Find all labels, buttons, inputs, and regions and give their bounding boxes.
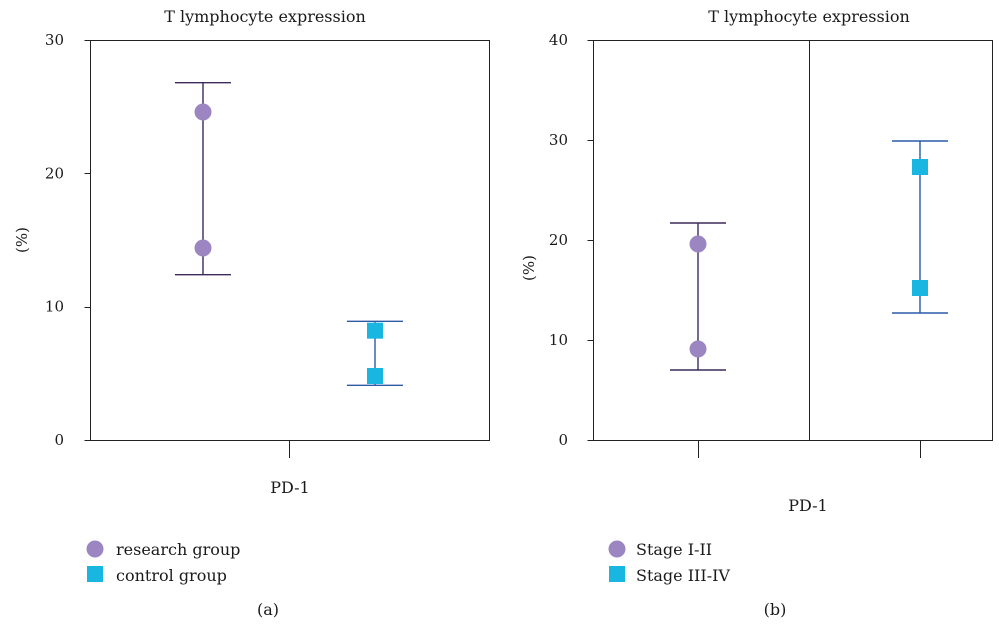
x-axis-label-a: PD-1: [270, 478, 309, 497]
point-research-group-0: [194, 103, 212, 121]
y-tick-label-b-40: 40: [549, 31, 568, 49]
legend-label-stage-iii-iv: Stage III-IV: [636, 566, 730, 585]
legend-a: research group control group: [86, 540, 240, 585]
series-control-group: [347, 320, 403, 387]
point-control-group-1: [367, 368, 383, 384]
chart-panel-a: T lymphocyte expression 0 10 20 30 (%) PD-1…: [13, 7, 490, 619]
point-stage-i-ii-1: [689, 340, 707, 358]
point-control-group-0: [367, 322, 383, 339]
y-tick-label-a-10: 10: [45, 298, 64, 316]
y-axis-label-a: (%): [13, 227, 31, 253]
legend-label-research-group: research group: [116, 540, 240, 559]
plot-frame-a: [90, 40, 490, 441]
panel-label-b: (b): [764, 600, 787, 619]
chart-title-b: T lymphocyte expression: [708, 7, 910, 26]
series-research-group: [175, 81, 231, 276]
panel-label-a: (a): [257, 600, 279, 619]
y-ticks-b: 0 10 20 30 40: [549, 31, 594, 449]
point-stage-iii-iv-1: [912, 280, 928, 296]
y-axis-label-b: (%): [520, 255, 538, 281]
chart-panel-b: T lymphocyte expression 0 10 20 30 40 (%) PD…: [520, 7, 993, 619]
chart-marks-b: [670, 140, 948, 371]
y-tick-label-a-20: 20: [45, 164, 64, 182]
legend-marker-stage-iii-iv: [609, 566, 625, 582]
legend-label-stage-i-ii: Stage I-II: [636, 540, 712, 559]
legend-marker-control-group: [87, 566, 103, 582]
x-axis-label-b: PD-1: [788, 496, 827, 515]
series-stage-iii-iv: [892, 140, 948, 314]
y-ticks-a: 0 10 20 30: [45, 31, 91, 449]
chart-marks-a: [175, 81, 403, 387]
y-tick-label-b-20: 20: [549, 231, 568, 249]
legend-marker-stage-i-ii: [608, 540, 626, 558]
plot-frame-b: [593, 40, 993, 441]
point-research-group-1: [194, 239, 212, 257]
legend-b: Stage I-II Stage III-IV: [608, 540, 730, 585]
y-tick-label-b-0: 0: [558, 431, 568, 449]
series-stage-i-ii: [670, 222, 726, 371]
y-tick-label-b-10: 10: [549, 331, 568, 349]
legend-label-control-group: control group: [116, 566, 227, 585]
point-stage-i-ii-0: [689, 235, 707, 253]
chart-title-a: T lymphocyte expression: [164, 7, 366, 26]
legend-marker-research-group: [86, 540, 104, 558]
y-tick-label-a-30: 30: [45, 31, 64, 49]
y-tick-label-a-0: 0: [54, 431, 64, 449]
y-tick-label-b-30: 30: [549, 131, 568, 149]
point-stage-iii-iv-0: [912, 159, 928, 175]
